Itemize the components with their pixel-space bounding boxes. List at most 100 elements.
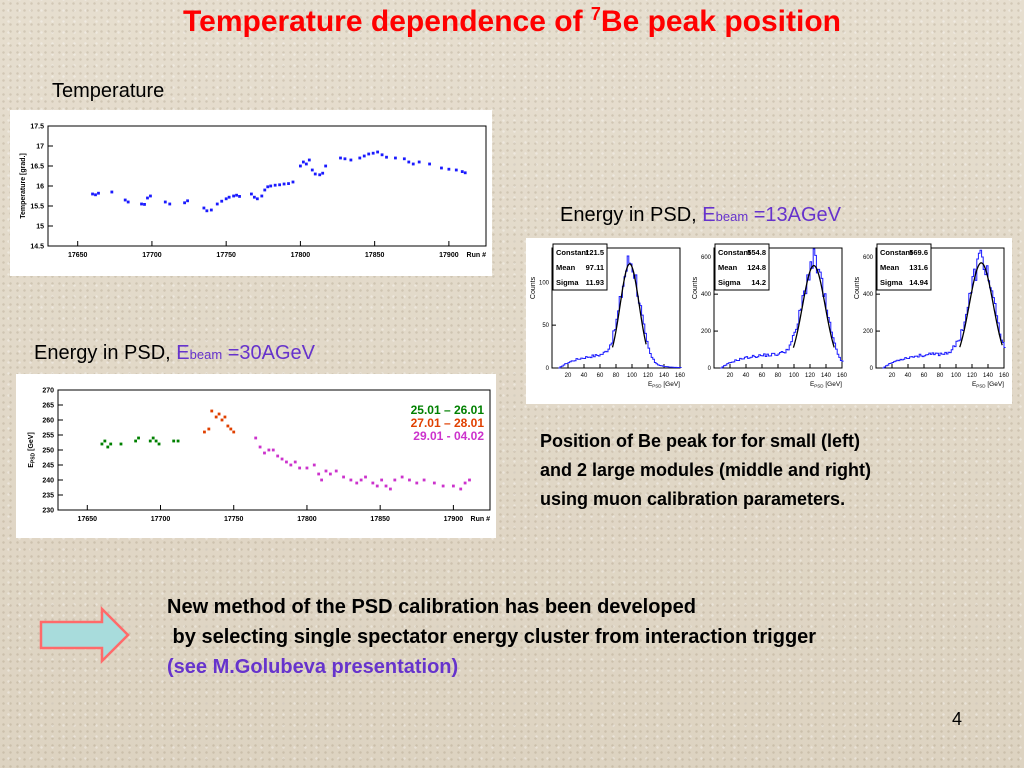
data-point [394, 156, 397, 160]
x-tick-label: 17800 [291, 252, 311, 259]
data-point [94, 193, 97, 197]
data-point [215, 202, 219, 206]
x-tick-label: 17800 [297, 516, 317, 523]
x-tick-label: 60 [921, 373, 928, 379]
legend-entry: 25.01 – 26.01 [411, 403, 485, 417]
y-axis-label: EPSD [GeV] [28, 432, 37, 468]
data-point [324, 164, 328, 168]
data-point [318, 173, 322, 177]
x-tick-label: 17700 [151, 516, 171, 523]
x-tick-label: 140 [659, 373, 670, 379]
x-tick-label: 17850 [370, 516, 390, 523]
stats-key: Sigma [556, 278, 579, 287]
x-tick-label: 20 [889, 373, 896, 379]
x-tick-label: 17850 [365, 252, 385, 259]
stats-value: 14.2 [751, 278, 766, 287]
data-point [258, 445, 262, 449]
x-tick-label: 160 [675, 373, 686, 379]
data-point [463, 481, 467, 485]
data-point [217, 412, 221, 416]
data-point [267, 448, 271, 452]
x-tick-label: 120 [967, 373, 978, 379]
data-point [417, 160, 421, 164]
stats-key: Sigma [880, 278, 903, 287]
gaussian-fit-curve [959, 262, 1003, 348]
data-point [285, 460, 288, 464]
y-axis-label: Counts [854, 276, 861, 299]
data-point [359, 478, 363, 482]
y-tick-label: 600 [863, 255, 874, 261]
data-point [393, 478, 397, 482]
data-point [422, 478, 426, 482]
temperature-chart: 17650 17700 17750 17800 17850 17900 14.5 15 15.5… [20, 124, 487, 259]
energy-chart: 17650 17700 17750 17800 17850 17900 230 235 240 2… [28, 388, 491, 523]
data-point [263, 451, 266, 455]
x-tick-label: 120 [805, 373, 816, 379]
data-point [441, 484, 445, 488]
y-tick-label: 16 [36, 184, 44, 191]
x-tick-label: 100 [627, 373, 638, 379]
data-point [339, 156, 342, 160]
data-point [411, 162, 415, 166]
x-tick-label: 80 [613, 373, 620, 379]
data-point [428, 162, 431, 166]
data-point [154, 439, 158, 443]
x-tick-label: 17700 [142, 252, 162, 259]
data-point [312, 463, 316, 467]
data-point [266, 185, 270, 189]
y-tick-label: 0 [546, 366, 550, 372]
caption-line-3: using muon calibration parameters. [540, 489, 846, 509]
y-tick-label: 245 [42, 463, 54, 470]
data-point [310, 168, 314, 172]
stats-key: Constant [718, 248, 751, 257]
data-point [305, 466, 309, 470]
data-point [238, 195, 241, 198]
data-point [254, 436, 258, 440]
caption-line-2: and 2 large modules (middle and right) [540, 460, 872, 480]
data-point [432, 481, 436, 485]
data-point [407, 160, 411, 164]
y-tick-label: 400 [863, 292, 874, 298]
data-point [299, 164, 302, 168]
data-point [232, 194, 235, 198]
data-point [148, 439, 152, 443]
data-point [203, 430, 206, 434]
data-point [278, 183, 282, 187]
data-point [106, 445, 110, 449]
data-point [168, 202, 172, 206]
x-axis-label: EPSD [GeV] [648, 381, 680, 389]
y-axis-label: Counts [530, 276, 537, 299]
stats-key: Constant [880, 248, 913, 257]
data-point [460, 170, 464, 173]
data-point [269, 184, 273, 188]
data-point [143, 203, 146, 206]
data-point [91, 192, 94, 196]
data-point [408, 478, 411, 482]
page-number: 4 [952, 709, 963, 729]
x-tick-label: 140 [821, 373, 832, 379]
data-point [317, 472, 321, 476]
data-point [287, 182, 290, 185]
data-point [328, 472, 332, 476]
data-point [307, 158, 311, 162]
data-point [223, 415, 227, 419]
histogram-line [720, 248, 844, 369]
stats-value: 124.8 [747, 263, 766, 272]
temperature-label: Temperature [52, 80, 165, 102]
y-tick-label: 240 [42, 478, 54, 485]
y-tick-label: 255 [42, 433, 54, 440]
data-point [229, 427, 233, 431]
data-point [320, 478, 323, 482]
y-tick-label: 200 [863, 329, 874, 335]
psd13-label: Energy in PSD, Ebeam =13AGeV [560, 204, 842, 226]
y-tick-label: 250 [42, 448, 54, 455]
data-point [263, 188, 267, 192]
y-tick-label: 15 [36, 224, 44, 231]
data-point [137, 436, 140, 440]
data-point [468, 478, 471, 482]
y-tick-label: 100 [539, 280, 550, 286]
data-point [100, 442, 104, 446]
y-tick-label: 17.5 [30, 124, 44, 131]
y-tick-label: 600 [701, 255, 712, 261]
